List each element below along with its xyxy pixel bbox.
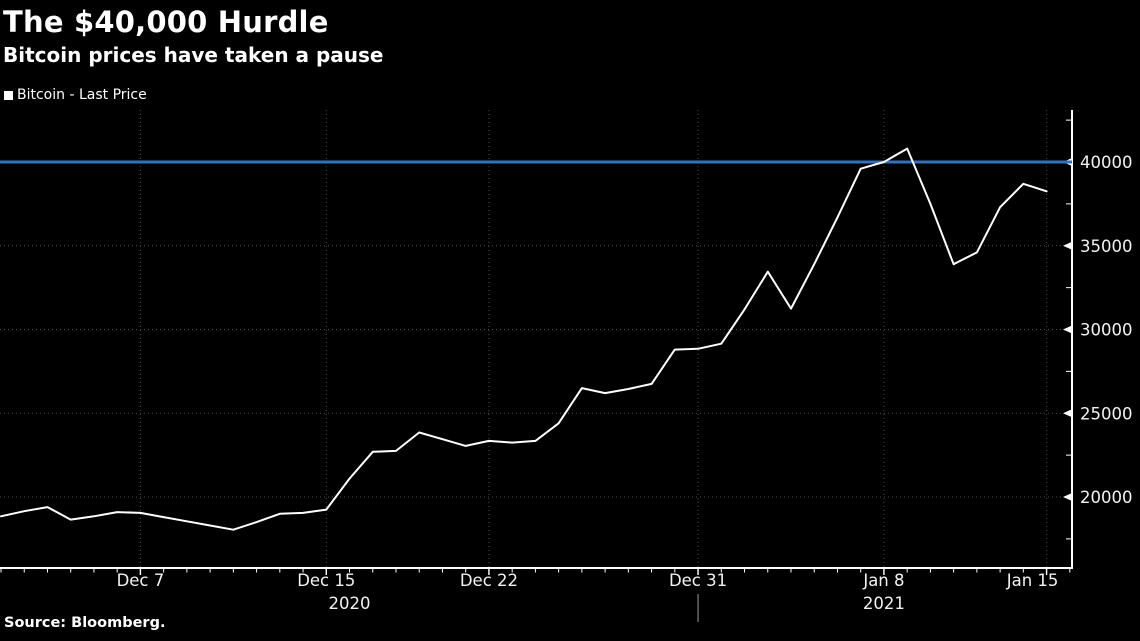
year-label: 2020 <box>329 594 371 613</box>
source-note: Source: Bloomberg. <box>4 615 166 631</box>
y-major-tick <box>1063 409 1072 418</box>
x-tick-label: Jan 15 <box>1006 571 1059 590</box>
y-tick-label: 30000 <box>1080 321 1133 340</box>
legend-swatch-icon <box>4 90 13 100</box>
y-tick-label: 20000 <box>1080 488 1133 507</box>
x-tick-label: Jan 8 <box>862 571 904 590</box>
legend: Bitcoin - Last Price <box>4 87 147 103</box>
year-label: 2021 <box>863 594 905 613</box>
x-tick-label: Dec 31 <box>669 571 727 590</box>
y-major-tick <box>1063 241 1072 250</box>
chart-subtitle: Bitcoin prices have taken a pause <box>3 43 384 67</box>
x-tick-label: Dec 7 <box>117 571 165 590</box>
y-major-tick <box>1063 493 1072 501</box>
chart-title: The $40,000 Hurdle <box>3 5 329 39</box>
y-tick-label: 35000 <box>1080 237 1133 256</box>
price-line <box>0 147 1048 531</box>
y-major-tick <box>1063 325 1072 334</box>
x-tick-label: Dec 15 <box>297 571 355 590</box>
x-tick-label: Dec 22 <box>460 571 518 590</box>
y-tick-label: 25000 <box>1080 404 1133 423</box>
legend-label: Bitcoin - Last Price <box>17 87 147 103</box>
y-tick-label: 40000 <box>1080 153 1133 172</box>
